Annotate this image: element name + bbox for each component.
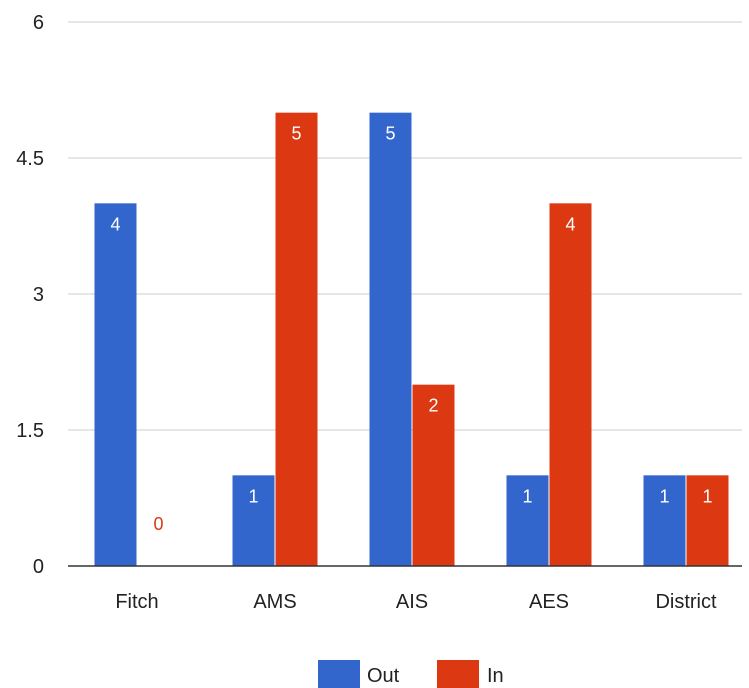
data-label: 0 bbox=[153, 514, 163, 534]
legend-swatch bbox=[437, 660, 479, 688]
y-tick-label: 0 bbox=[33, 556, 44, 578]
data-label: 2 bbox=[428, 396, 438, 416]
data-label: 5 bbox=[291, 124, 301, 144]
x-tick-label: District bbox=[655, 591, 717, 613]
bars bbox=[94, 112, 729, 567]
bar-out-ais bbox=[369, 112, 412, 567]
y-tick-label: 6 bbox=[33, 12, 44, 34]
data-labels: 4 0 1 5 5 2 1 4 1 1 bbox=[110, 124, 712, 534]
bar-in-district bbox=[686, 475, 729, 566]
x-tick-label: AIS bbox=[396, 591, 428, 613]
x-tick-label: AMS bbox=[253, 591, 296, 613]
y-axis-tick-labels: 0 1.5 3 4.5 6 bbox=[16, 12, 44, 578]
bar-in-ams bbox=[275, 112, 318, 567]
data-label: 1 bbox=[659, 486, 669, 506]
data-label: 1 bbox=[522, 486, 532, 506]
legend-swatch bbox=[318, 660, 360, 688]
bar-out-ams bbox=[232, 475, 275, 566]
legend-item-in: In bbox=[437, 660, 504, 688]
bar-in-ais bbox=[412, 384, 455, 566]
data-label: 4 bbox=[565, 214, 575, 234]
y-tick-label: 1.5 bbox=[16, 420, 44, 442]
data-label: 1 bbox=[248, 486, 258, 506]
bar-out-district bbox=[643, 475, 686, 566]
data-label: 4 bbox=[110, 214, 120, 234]
bar-out-fitch bbox=[94, 203, 137, 567]
bar-in-aes bbox=[549, 203, 592, 567]
x-axis-category-labels: Fitch AMS AIS AES District bbox=[115, 591, 717, 613]
legend-item-out: Out bbox=[318, 660, 400, 688]
y-tick-label: 3 bbox=[33, 284, 44, 306]
legend: Out In bbox=[318, 660, 504, 688]
bar-out-aes bbox=[506, 475, 549, 566]
x-tick-label: Fitch bbox=[115, 591, 158, 613]
legend-label: In bbox=[487, 665, 504, 687]
data-label: 5 bbox=[385, 124, 395, 144]
legend-label: Out bbox=[367, 665, 400, 687]
y-tick-label: 4.5 bbox=[16, 148, 44, 170]
x-tick-label: AES bbox=[529, 591, 569, 613]
data-label: 1 bbox=[702, 486, 712, 506]
